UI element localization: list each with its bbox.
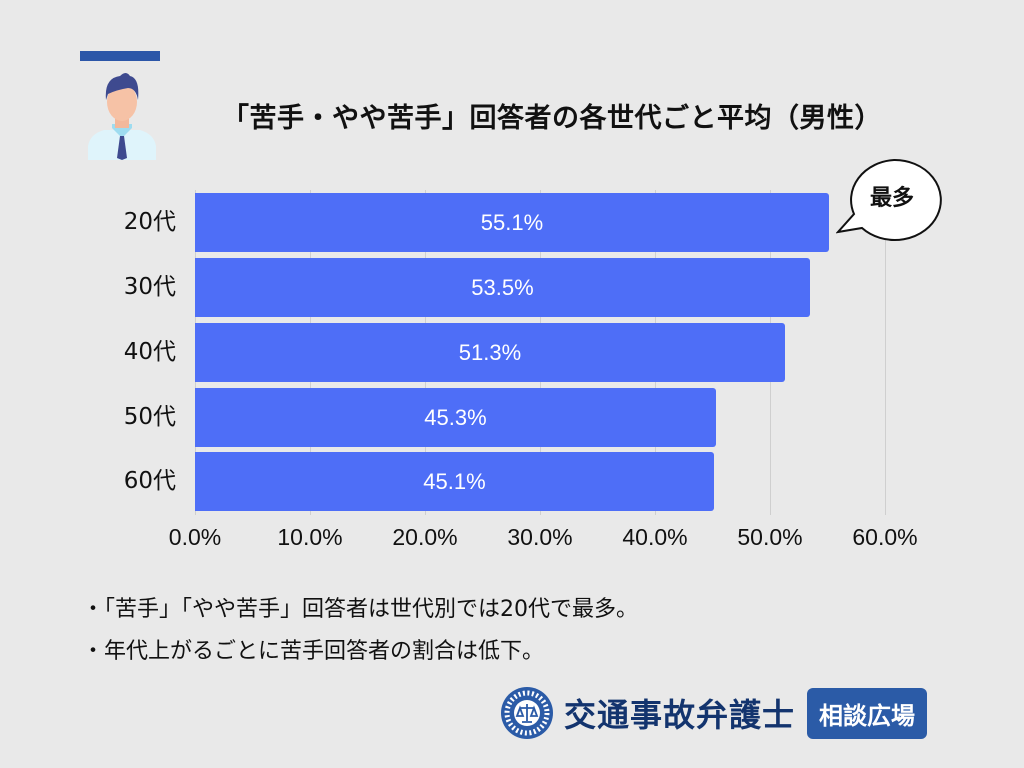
x-tick-label: 10.0%	[277, 524, 343, 550]
bar-value-label: 55.1%	[480, 209, 544, 235]
gridline	[885, 190, 886, 515]
note-item: ・「苦手」「やや苦手」回答者は世代別では20代で最多。	[82, 597, 638, 622]
category-label: 20代	[123, 209, 176, 235]
bar-30s: 53.5%	[195, 258, 810, 317]
x-tick-label: 50.0%	[737, 524, 803, 550]
bar-20s: 55.1%	[195, 193, 829, 252]
man-avatar-icon	[88, 73, 156, 160]
bar-value-label: 53.5%	[471, 274, 534, 300]
bar-60s: 45.1%	[195, 452, 714, 511]
bar-value-label: 45.3%	[424, 404, 487, 430]
category-label: 40代	[123, 339, 176, 365]
annotation-most: 最多	[869, 186, 914, 211]
bar-40s: 51.3%	[195, 323, 785, 382]
footer-logo: 交通事故弁護士 相談広場	[500, 686, 928, 740]
accent-bar	[80, 51, 160, 61]
scales-of-justice-icon	[501, 687, 553, 739]
plot-area: 55.1% 53.5% 51.3% 45.3% 45.1%	[195, 190, 895, 515]
notes: ・「苦手」「やや苦手」回答者は世代別では20代で最多。 ・年代上がるごとに苦手回…	[82, 589, 638, 673]
category-label: 30代	[123, 274, 176, 300]
note-item: ・年代上がるごとに苦手回答者の割合は低下。	[82, 639, 545, 664]
brand-name: 交通事故弁護士	[564, 696, 796, 734]
category-label: 50代	[123, 404, 176, 430]
x-tick-label: 60.0%	[852, 524, 918, 550]
chart-title: 「苦手・やや苦手」回答者の各世代ごと平均（男性）	[222, 103, 882, 134]
bar-50s: 45.3%	[195, 388, 716, 447]
speech-bubble-icon	[836, 158, 942, 241]
x-tick-label: 20.0%	[392, 524, 458, 550]
x-tick-label: 40.0%	[622, 524, 688, 550]
x-tick-label: 30.0%	[507, 524, 573, 550]
bar-value-label: 51.3%	[458, 339, 522, 365]
brand-badge: 相談広場	[807, 687, 928, 739]
category-label: 60代	[123, 468, 176, 494]
x-tick-label: 0.0%	[168, 524, 222, 550]
bar-value-label: 45.1%	[423, 468, 486, 494]
